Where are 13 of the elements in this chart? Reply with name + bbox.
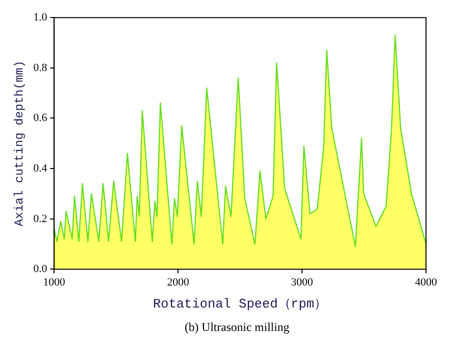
y-tick-label: 0.2 <box>33 212 48 225</box>
y-axis-title: Axial cutting depth(mm) <box>12 60 26 226</box>
x-tick-label: 3000 <box>291 276 314 289</box>
y-tick-label: 0.4 <box>33 162 48 174</box>
x-tick-label: 2000 <box>167 276 190 289</box>
y-tick-label: 0.0 <box>33 263 48 276</box>
y-tick-label: 1.0 <box>33 11 48 24</box>
y-tick-label: 0.8 <box>33 62 48 74</box>
x-tick-label: 1000 <box>43 276 66 289</box>
text: (b) Ultrasonic milling <box>184 320 290 335</box>
x-axis-title: Rotational Speed（rpm） <box>152 296 328 312</box>
x-tick-label: 4000 <box>415 276 438 289</box>
y-tick-label: 0.6 <box>33 112 48 124</box>
